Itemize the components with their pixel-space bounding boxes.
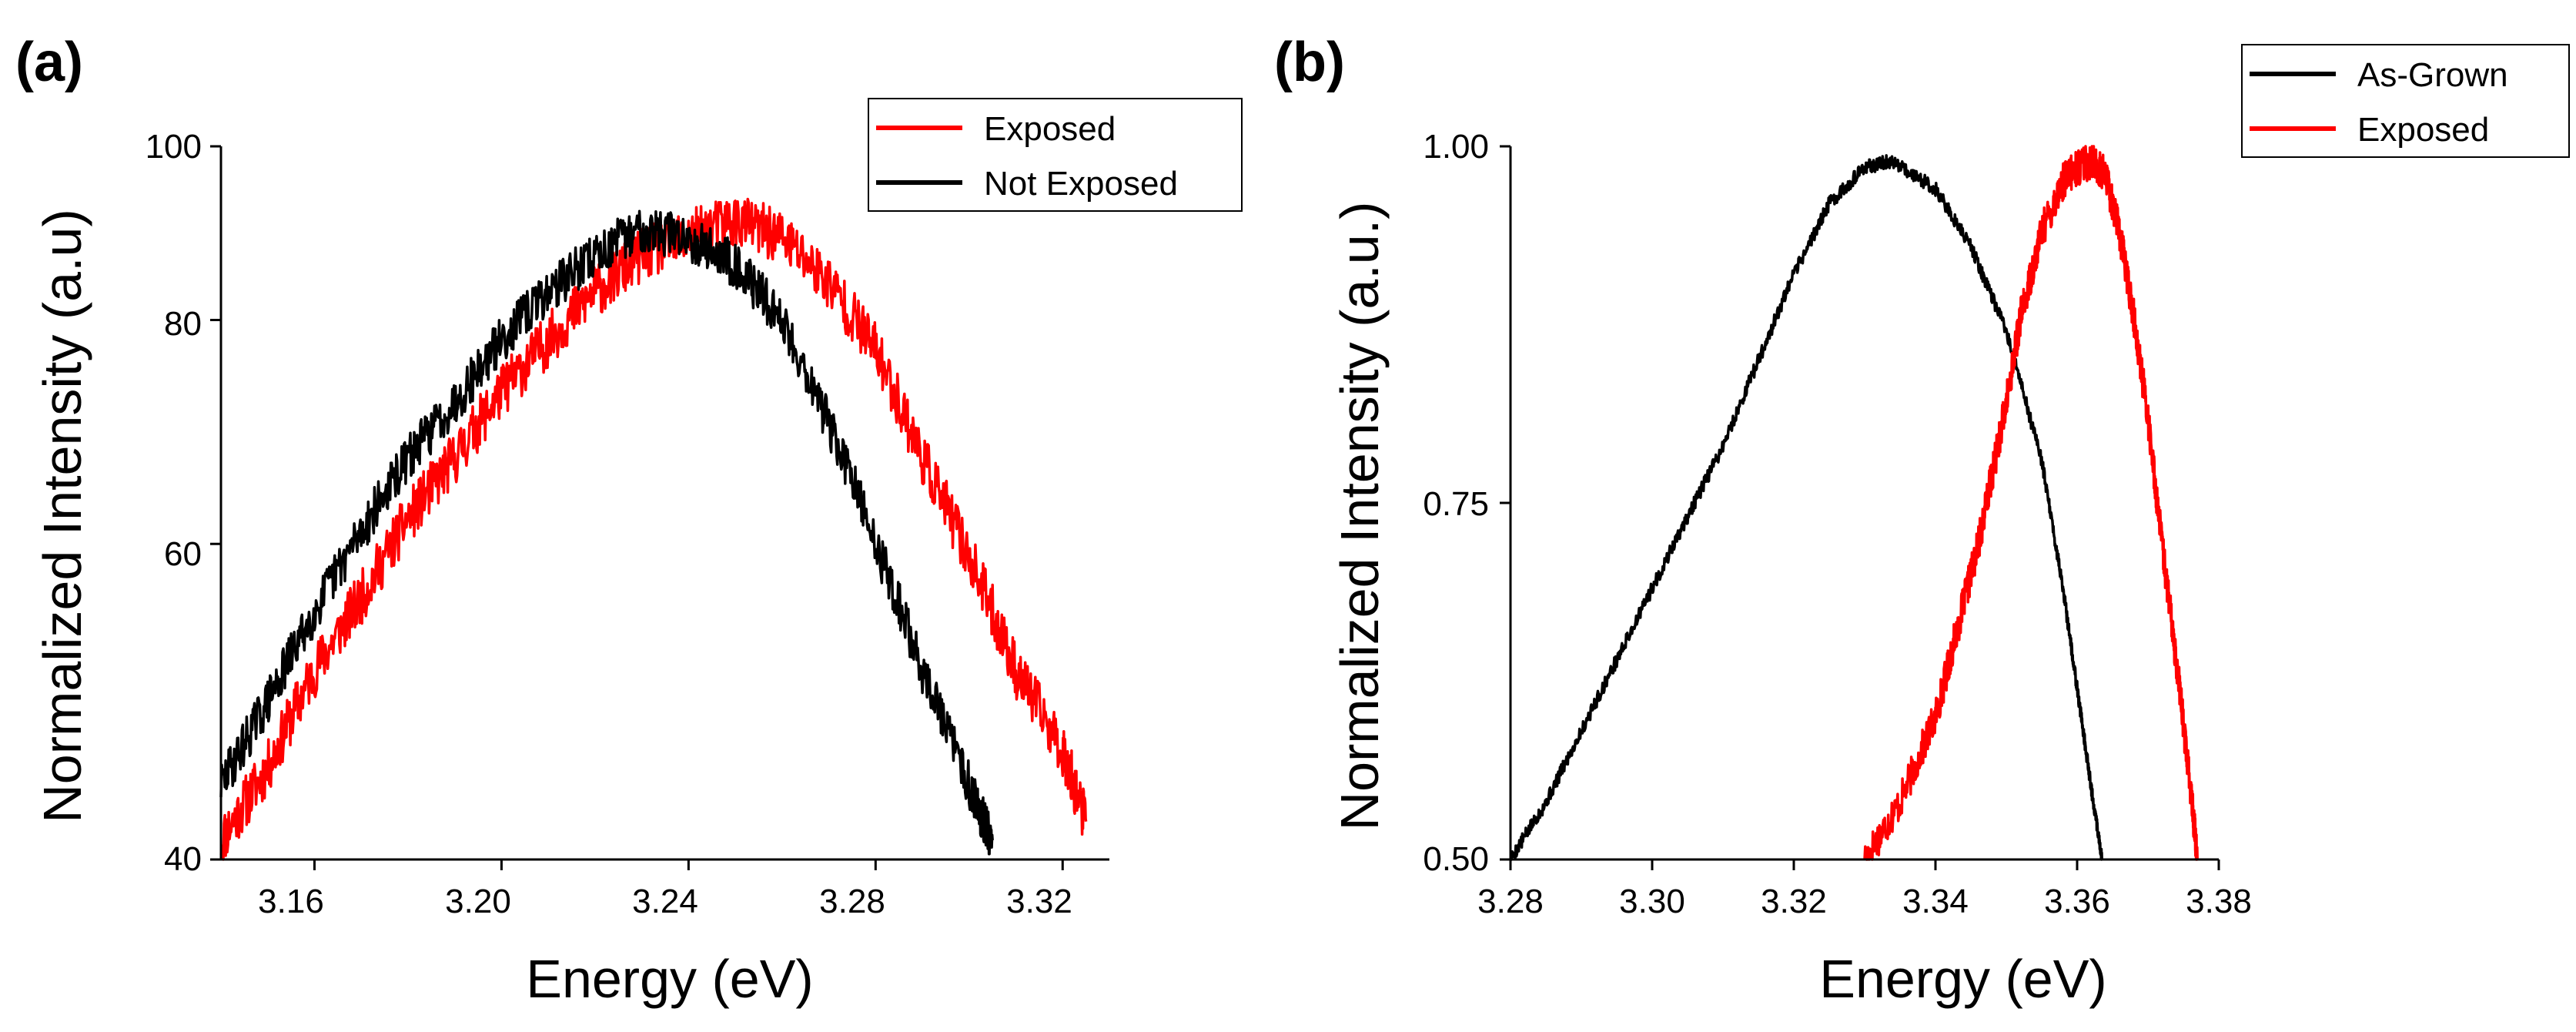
panel-a-label: (a) [15, 32, 83, 93]
panel-b-y-tick-label: 0.50 [1423, 840, 1489, 878]
panel-a-legend-label-exposed: Exposed [984, 110, 1116, 148]
panel-a-y-axis-title: Normalized Intensity (a.u) [32, 209, 92, 823]
panel-b-y-tick-label: 0.75 [1423, 485, 1489, 523]
panel-a-legend-label-not-exposed: Not Exposed [984, 165, 1178, 203]
panel-b-x-tick-label: 3.32 [1761, 883, 1827, 920]
panel-b-y-tick-label: 1.00 [1423, 128, 1489, 166]
panel-a-legend: Exposed Not Exposed [868, 98, 1243, 212]
panel-b-plot-area [1509, 145, 2199, 861]
panel-b-legend-label-exposed: Exposed [2357, 111, 2489, 149]
panel-a-y-tick-label: 80 [164, 305, 202, 343]
panel-a-legend-box [868, 98, 1243, 212]
panel-b-x-axis-title: Energy (eV) [1819, 949, 2106, 1009]
panel-b-x-tick-label: 3.38 [2186, 883, 2252, 920]
panel-b-legend-label-as-grown: As-Grown [2357, 56, 2508, 94]
panel-b-series-exposed-line [1863, 145, 2199, 861]
panel-b-label: (b) [1274, 32, 1345, 93]
panel-a: (a) Normalized Intensity (a.u) Energy (e… [15, 32, 1243, 1009]
panel-a-x-axis-title: Energy (eV) [526, 949, 813, 1009]
panel-a-x-tick-label: 3.16 [258, 883, 324, 920]
panel-b-series-as-grown-line [1509, 154, 2103, 861]
panel-a-y-tick-label: 100 [146, 128, 202, 166]
panel-a-y-tick-label: 40 [164, 840, 202, 878]
panel-b-x-tick-label: 3.28 [1477, 883, 1544, 920]
panel-b-ticks [1500, 145, 2220, 870]
panel-b: (b) Normalized Intensity (a.u.) Energy (… [1274, 32, 2570, 1009]
panel-b-legend: As-Grown Exposed [2241, 44, 2570, 158]
panel-b-x-tick-label: 3.36 [2044, 883, 2110, 920]
panel-b-legend-box [2241, 44, 2570, 158]
panel-b-x-tick-label: 3.30 [1619, 883, 1685, 920]
panel-a-plot-area [219, 197, 1088, 861]
panel-b-x-tick-label: 3.34 [1902, 883, 1969, 920]
panel-a-series-not-exposed-line [219, 209, 994, 856]
panel-a-y-tick-label: 60 [164, 535, 202, 573]
panel-a-x-tick-label: 3.24 [632, 883, 698, 920]
panel-a-x-tick-label: 3.32 [1006, 883, 1072, 920]
panel-a-x-tick-label: 3.20 [445, 883, 511, 920]
panel-a-series-exposed-line [219, 197, 1088, 861]
panel-a-x-tick-label: 3.28 [819, 883, 885, 920]
panel-b-y-axis-title: Normalized Intensity (a.u.) [1330, 202, 1390, 831]
panel-a-ticks [210, 145, 1064, 870]
